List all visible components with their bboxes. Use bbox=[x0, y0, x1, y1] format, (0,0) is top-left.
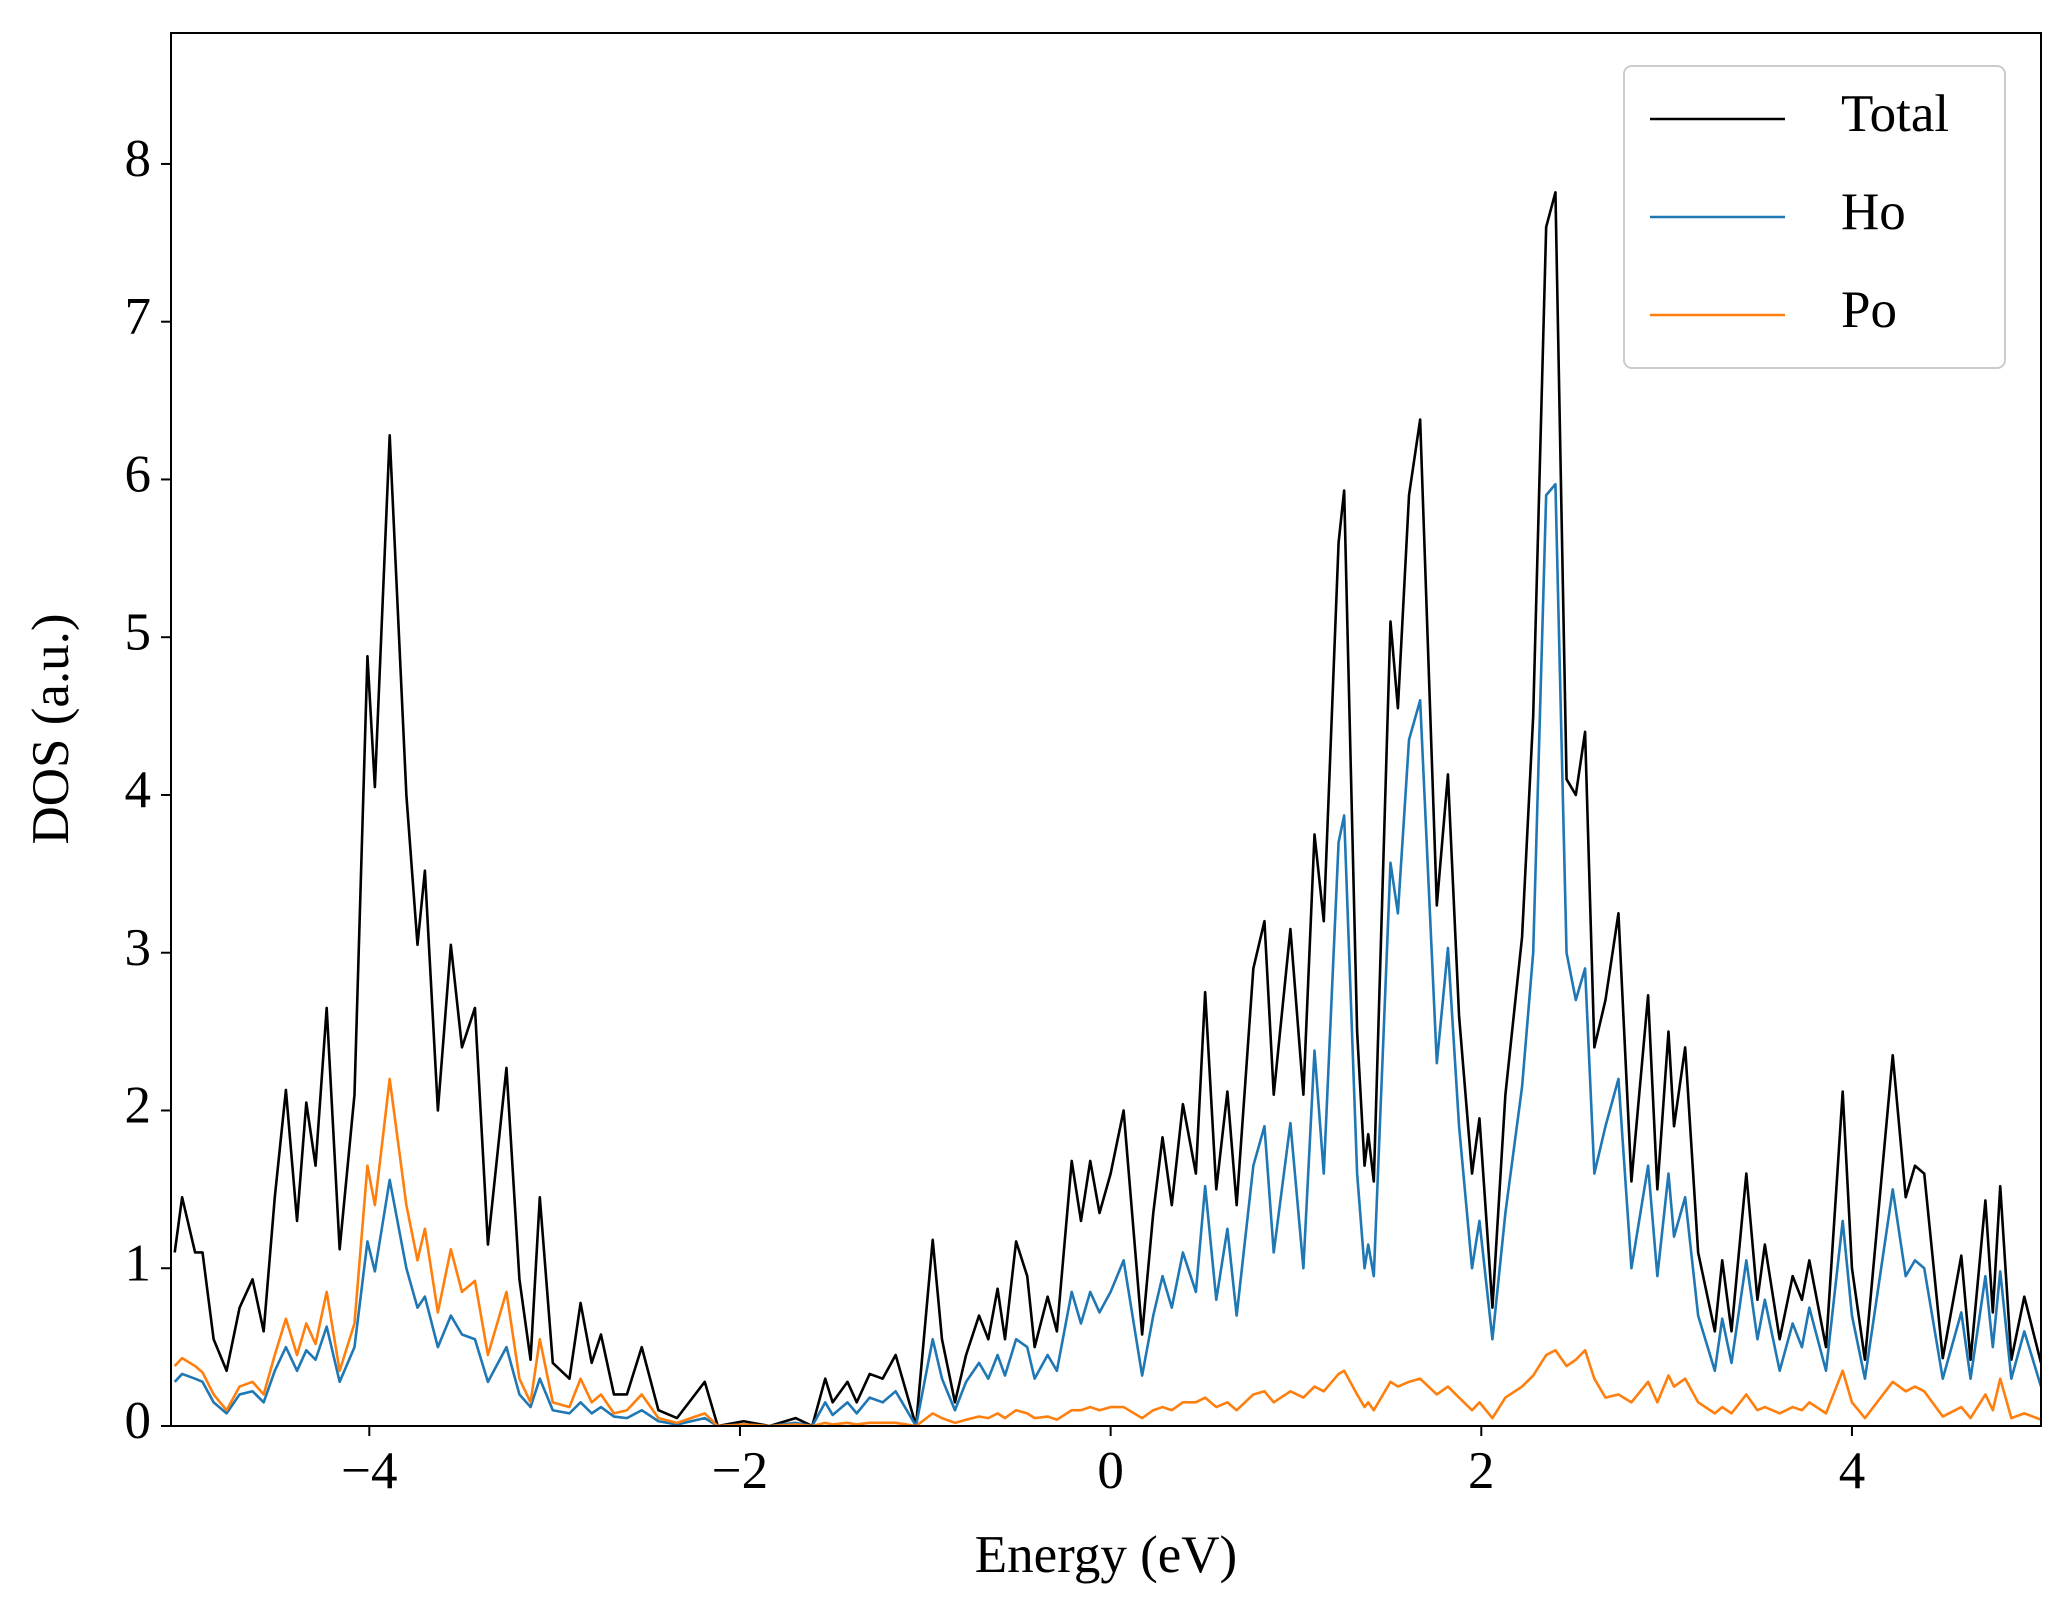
legend-label: Ho bbox=[1841, 183, 1906, 241]
plot-frame bbox=[170, 32, 2042, 1427]
y-tick-label: 0 bbox=[125, 1392, 152, 1450]
x-axis-label: Energy (eV) bbox=[975, 1526, 1237, 1584]
y-tick-label: 8 bbox=[125, 130, 152, 188]
y-tick-label: 4 bbox=[125, 761, 152, 819]
legend-label: Total bbox=[1841, 85, 1949, 143]
x-tick-label: −2 bbox=[712, 1442, 768, 1500]
x-tick-label: 2 bbox=[1468, 1442, 1495, 1500]
y-tick-label: 2 bbox=[125, 1077, 152, 1135]
x-tick-label: 4 bbox=[1839, 1442, 1866, 1500]
y-tick-label: 5 bbox=[125, 603, 152, 661]
y-tick-label: 3 bbox=[125, 919, 152, 977]
series-line bbox=[173, 191, 2041, 1426]
y-tick-label: 6 bbox=[125, 446, 152, 504]
y-axis-label: DOS (a.u.) bbox=[22, 613, 80, 844]
legend-label: Po bbox=[1841, 281, 1897, 339]
legend-box bbox=[1623, 65, 2006, 369]
y-tick-label: 1 bbox=[125, 1234, 152, 1292]
y-tick-label: 7 bbox=[125, 288, 152, 346]
x-tick-label: −4 bbox=[341, 1442, 397, 1500]
x-tick-label: 0 bbox=[1097, 1442, 1124, 1500]
legend: Total Ho Po bbox=[1623, 65, 2006, 369]
series-line bbox=[173, 1077, 2041, 1426]
series-line bbox=[173, 482, 2041, 1426]
